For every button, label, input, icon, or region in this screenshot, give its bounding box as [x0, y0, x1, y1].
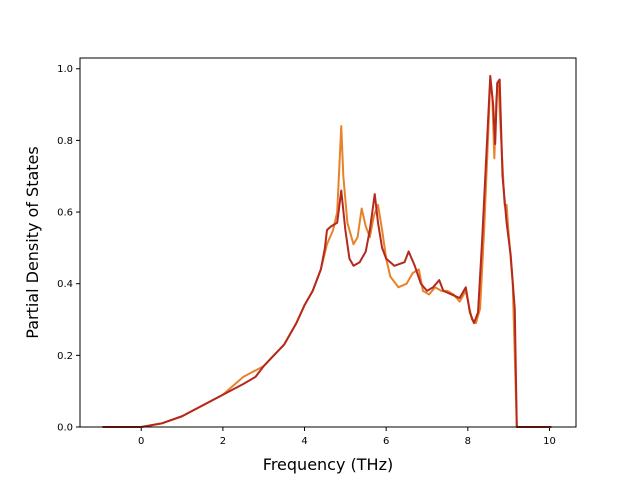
- x-tick-label: 2: [220, 436, 226, 447]
- series-lines: [102, 74, 552, 428]
- y-tick-label: 0.4: [57, 279, 73, 290]
- y-axis-label: Partial Density of States: [23, 146, 42, 338]
- y-tick-label: 0.2: [57, 351, 73, 362]
- y-tick-label: 0.0: [57, 423, 73, 434]
- series-line-1: [102, 78, 552, 428]
- x-tick-label: 4: [301, 436, 307, 447]
- x-ticks: 0 2 4 6 8 10: [138, 427, 556, 447]
- x-tick-label: 10: [543, 436, 556, 447]
- y-tick-label: 0.6: [57, 208, 73, 219]
- y-tick-label: 1.0: [57, 64, 73, 75]
- x-tick-label: 8: [465, 436, 471, 447]
- y-tick-label: 0.8: [57, 136, 73, 147]
- series-line-2: [102, 74, 552, 428]
- x-tick-label: 0: [138, 436, 144, 447]
- y-ticks: 0.0 0.2 0.4 0.6 0.8 1.0: [57, 64, 80, 434]
- plot-frame: [79, 57, 577, 428]
- x-axis-label: Frequency (THz): [263, 455, 393, 474]
- x-tick-label: 6: [383, 436, 389, 447]
